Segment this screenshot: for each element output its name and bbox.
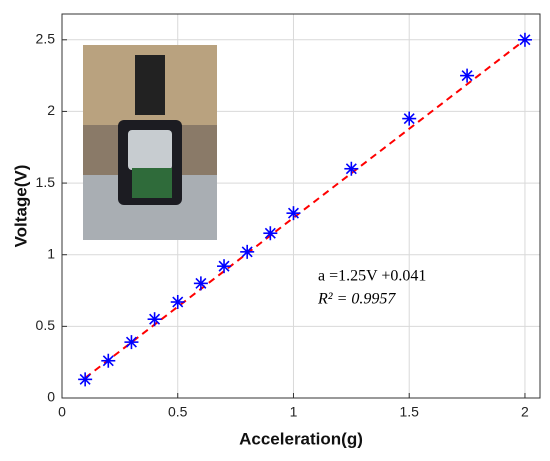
x-tick-label: 0	[58, 404, 66, 420]
y-tick-label: 0	[47, 389, 55, 405]
data-point	[517, 32, 532, 47]
x-axis-title: Acceleration(g)	[239, 429, 363, 448]
y-tick-label: 0.5	[36, 317, 56, 333]
x-tick-label: 1.5	[399, 404, 419, 420]
x-tick-label: 1	[290, 404, 298, 420]
marker-stroke	[403, 113, 415, 125]
data-point	[263, 226, 278, 241]
data-point	[124, 335, 139, 350]
data-point	[217, 259, 232, 274]
photo-board	[132, 168, 172, 198]
data-point	[147, 312, 162, 327]
x-tick-label: 2	[521, 404, 529, 420]
y-tick-label: 2	[47, 102, 55, 118]
marker-stroke	[149, 313, 161, 325]
y-tick-label: 1.5	[36, 174, 56, 190]
data-point	[193, 276, 208, 291]
data-point	[240, 244, 255, 259]
inset-photo	[83, 45, 217, 240]
annotation: a =1.25V +0.041	[318, 268, 426, 285]
marker-stroke	[241, 246, 253, 258]
marker-stroke	[125, 336, 137, 348]
data-point	[286, 206, 301, 221]
marker-stroke	[264, 227, 276, 239]
marker-stroke	[102, 355, 114, 367]
plot-frame	[61, 13, 541, 399]
data-point	[170, 295, 185, 309]
data-point	[344, 161, 359, 176]
photo-lens	[128, 130, 172, 170]
x-tick-label: 0.5	[168, 404, 188, 420]
marker-stroke	[195, 277, 207, 289]
annotation: R² = 0.9957	[317, 291, 396, 308]
marker-stroke	[218, 260, 230, 272]
marker-stroke	[287, 207, 299, 219]
data-point	[402, 111, 417, 126]
data-point	[78, 372, 93, 387]
data-point	[460, 68, 475, 83]
photo-top	[135, 55, 165, 115]
marker-stroke	[172, 296, 184, 308]
y-tick-label: 2.5	[36, 30, 56, 46]
y-tick-label: 1	[47, 245, 55, 261]
marker-stroke	[79, 373, 91, 385]
data-point	[101, 353, 116, 368]
y-axis-title: Voltage(V)	[11, 165, 30, 248]
fit-line	[84, 38, 526, 379]
marker-stroke	[519, 34, 531, 46]
marker-stroke	[461, 70, 473, 82]
marker-stroke	[345, 163, 357, 175]
